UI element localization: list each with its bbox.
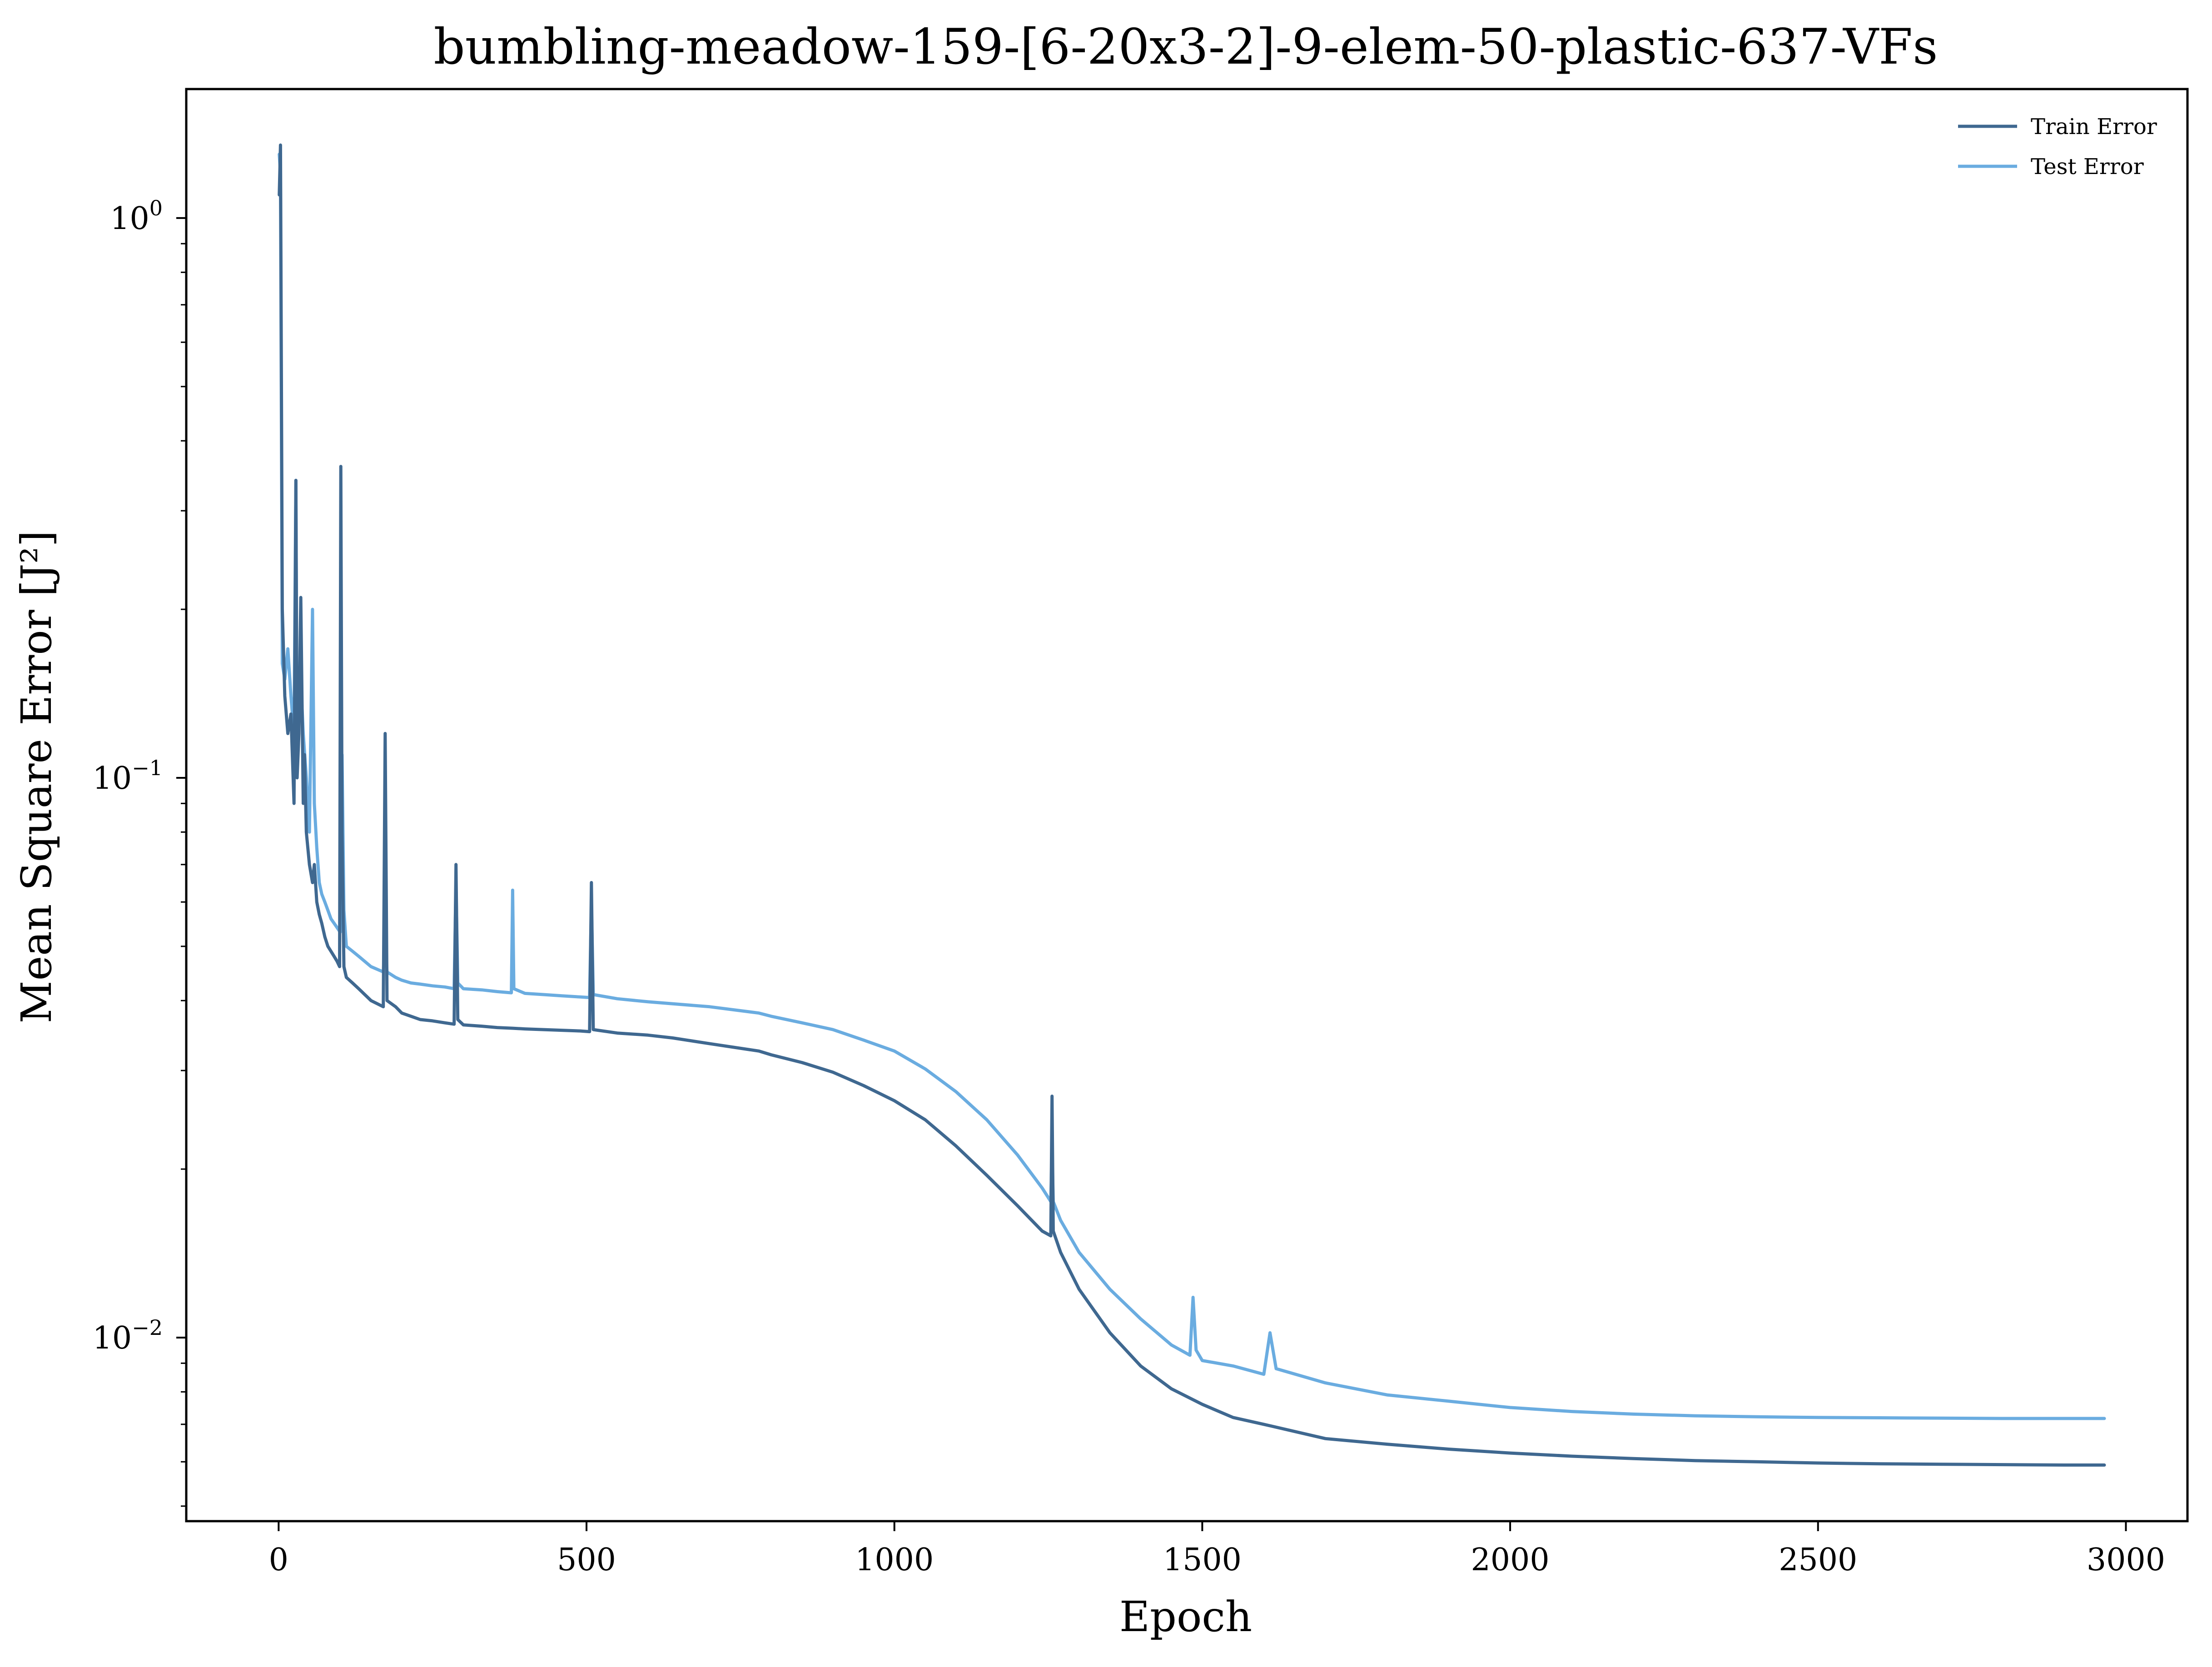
legend: Train Error Test Error: [1958, 114, 2157, 179]
x-tick-label: 2500: [1779, 1542, 1857, 1578]
x-tick-label: 3000: [2087, 1542, 2165, 1578]
y-axis-label: Mean Square Error [J²]: [12, 531, 61, 1024]
series-line-test-error: [278, 153, 2106, 1420]
legend-label: Test Error: [2031, 154, 2144, 179]
x-tick-label: 0: [269, 1542, 288, 1578]
x-tick-label: 2000: [1471, 1542, 1550, 1578]
x-tick-label: 500: [557, 1542, 616, 1578]
y-tick-label: 10−1: [93, 756, 163, 796]
y-tick-base: 10: [93, 1320, 132, 1356]
y-axis-label-group: Mean Square Error [J²]: [12, 531, 61, 1024]
plot-lines: [278, 143, 2106, 1467]
y-tick-exponent: −1: [132, 756, 163, 780]
plot-frame: [185, 88, 2189, 1523]
x-axis-label: Epoch: [1119, 1592, 1252, 1641]
x-tick-label: 1500: [1163, 1542, 1242, 1578]
y-tick-exponent: −2: [132, 1315, 163, 1340]
y-tick-base: 10: [110, 201, 149, 237]
y-tick-exponent: 0: [149, 196, 163, 220]
x-tick-label: 1000: [855, 1542, 934, 1578]
series-line-train-error: [278, 143, 2106, 1467]
y-tick-label: 10−2: [93, 1315, 163, 1356]
chart-title: bumbling-meadow-159-[6-20x3-2]-9-elem-50…: [433, 19, 1938, 75]
y-tick-base: 10: [93, 761, 132, 796]
y-tick-label: 100: [110, 196, 163, 237]
legend-label: Train Error: [2031, 114, 2157, 139]
